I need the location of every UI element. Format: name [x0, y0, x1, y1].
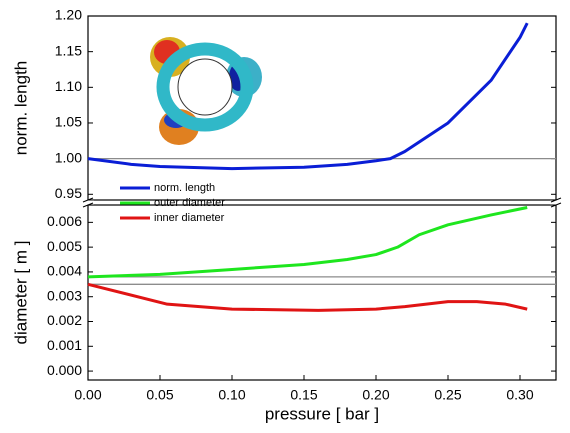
y-axis-title: norm. length — [11, 61, 30, 156]
x-tick-label: 0.00 — [74, 387, 101, 403]
x-tick-label: 0.10 — [218, 387, 245, 403]
y-tick-label: 1.05 — [55, 114, 82, 130]
plot-frame — [87, 204, 557, 381]
y-tick-label: 0.001 — [47, 337, 82, 353]
legend-label: inner diameter — [154, 212, 225, 224]
y-tick-label: 1.10 — [55, 78, 82, 94]
axis-break — [550, 202, 562, 208]
x-tick-label: 0.25 — [434, 387, 461, 403]
plot-frame — [87, 15, 557, 201]
axis-break-gap — [550, 200, 562, 205]
axis-break — [82, 202, 94, 208]
series-line — [87, 22, 529, 171]
x-tick-label: 0.30 — [506, 387, 533, 403]
y-tick-label: 0.006 — [47, 213, 82, 229]
legend-label: outer diameter — [154, 197, 225, 209]
legend-label: norm. length — [154, 182, 215, 194]
y-tick-label: 0.005 — [47, 238, 82, 254]
y-tick-label: 1.20 — [55, 7, 82, 23]
y-axis-title: diameter [ m ] — [11, 241, 30, 345]
series-line — [87, 206, 528, 279]
x-tick-label: 0.15 — [290, 387, 317, 403]
y-tick-label: 0.000 — [47, 362, 82, 378]
series-line — [87, 282, 528, 312]
axis-break-gap — [82, 200, 94, 205]
y-tick-label: 0.003 — [47, 287, 82, 303]
axis-break — [82, 197, 94, 203]
y-tick-label: 1.00 — [55, 149, 82, 165]
axis-break — [550, 197, 562, 203]
x-tick-label: 0.20 — [362, 387, 389, 403]
inset-image — [150, 37, 262, 145]
x-tick-label: 0.05 — [146, 387, 173, 403]
y-tick-label: 0.95 — [55, 185, 82, 201]
y-tick-label: 0.004 — [47, 263, 82, 279]
x-axis-title: pressure [ bar ] — [265, 404, 379, 423]
y-tick-label: 0.002 — [47, 312, 82, 328]
y-tick-label: 1.15 — [55, 42, 82, 58]
